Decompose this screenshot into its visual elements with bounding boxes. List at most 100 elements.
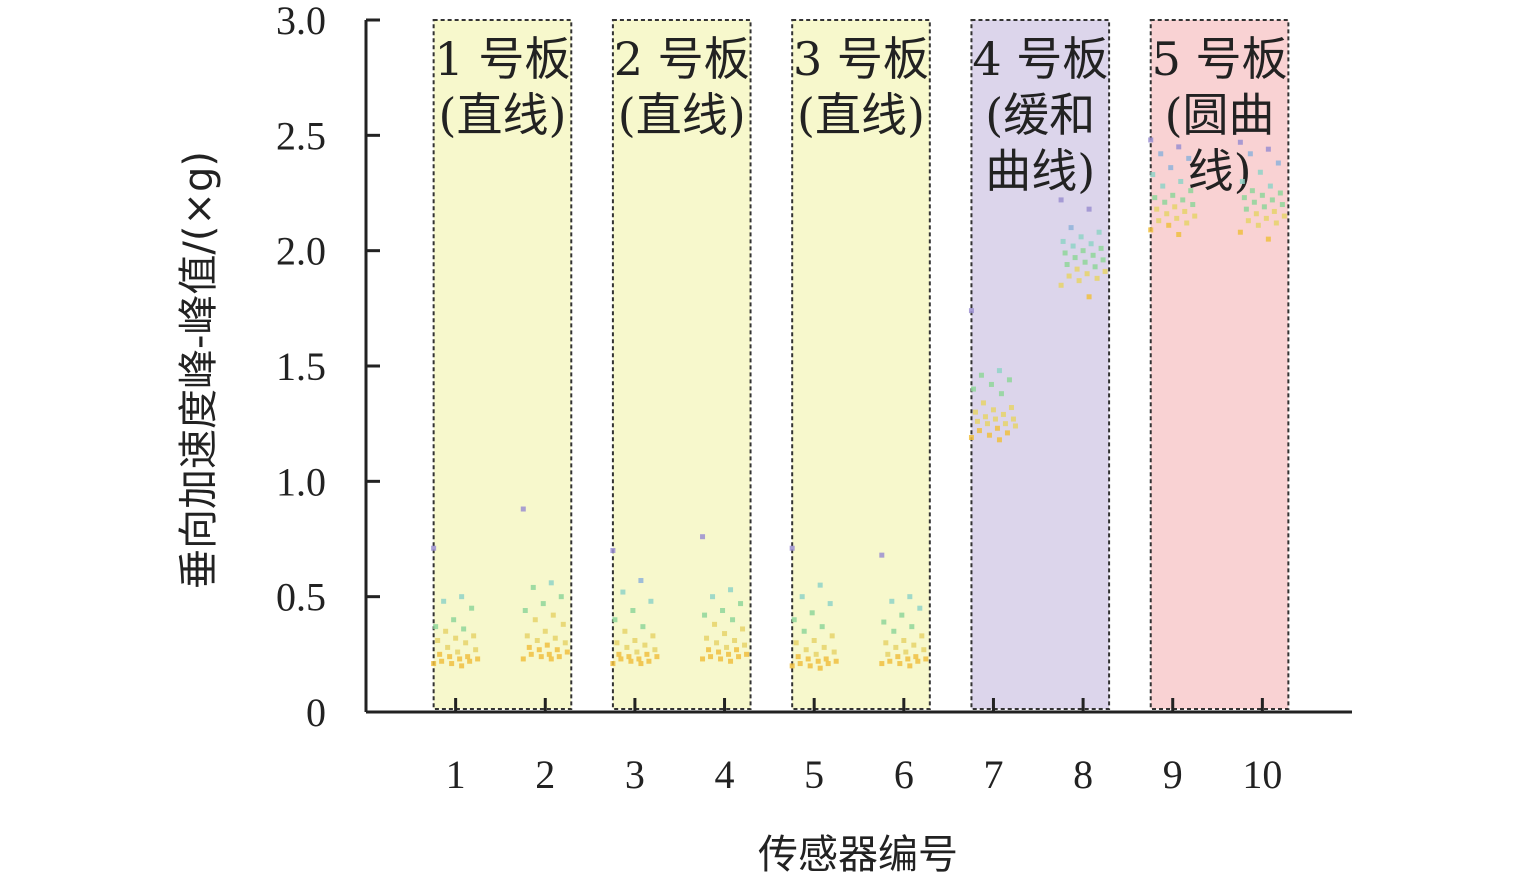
data-point-sensor-3-12	[642, 642, 648, 648]
data-point-sensor-8-17	[1092, 264, 1098, 270]
data-point-sensor-5-25	[817, 665, 823, 671]
data-point-sensor-5-1	[789, 545, 795, 551]
data-point-sensor-7-24	[968, 435, 974, 441]
data-point-sensor-3-14	[652, 647, 658, 653]
data-point-sensor-8-24	[1058, 282, 1064, 288]
data-point-sensor-3-5	[630, 608, 636, 614]
data-point-sensor-9-5	[1168, 165, 1174, 171]
data-point-sensor-3-18	[626, 654, 632, 660]
data-point-sensor-1-5	[451, 617, 457, 623]
data-point-sensor-5-24	[789, 663, 795, 669]
data-point-sensor-3-25	[638, 661, 644, 667]
data-point-sensor-3-23	[628, 658, 634, 664]
data-point-sensor-1-22	[467, 658, 473, 664]
data-point-sensor-5-6	[791, 617, 797, 623]
data-point-sensor-8-22	[1094, 275, 1100, 281]
data-point-sensor-2-9	[560, 621, 566, 627]
axes-layer: 0 0.5 1.0 1.5 2.0 2.5 3.0 1 2 3 4 5 6 7 8 9 10	[276, 0, 1352, 797]
data-point-sensor-5-15	[813, 651, 819, 657]
data-point-sensor-8-1	[1058, 197, 1064, 203]
data-point-sensor-9-15	[1172, 204, 1178, 210]
data-point-sensor-1-7	[461, 626, 467, 632]
data-point-sensor-6-20	[905, 656, 911, 662]
data-point-sensor-4-20	[726, 651, 732, 657]
data-point-sensor-2-12	[552, 635, 558, 641]
region-label-2-line-2: (直线)	[618, 88, 746, 142]
data-point-sensor-4-11	[704, 635, 710, 641]
data-point-sensor-4-6	[702, 612, 708, 618]
data-point-sensor-2-11	[524, 633, 530, 639]
data-point-sensor-10-6	[1239, 178, 1245, 184]
data-point-sensor-5-22	[825, 661, 831, 667]
data-point-sensor-10-22	[1273, 220, 1279, 226]
data-point-sensor-2-1	[520, 506, 526, 512]
data-point-sensor-6-9	[919, 633, 925, 639]
data-point-sensor-7-4	[1006, 377, 1012, 383]
data-point-sensor-2-6	[522, 608, 528, 614]
data-point-sensor-8-7	[1088, 241, 1094, 247]
data-point-sensor-5-12	[821, 644, 827, 650]
y-tick-label-2: 0.5	[276, 575, 326, 620]
region-label-5-line-3: 线)	[1188, 144, 1252, 198]
data-point-sensor-3-7	[640, 624, 646, 630]
x-tick-label-9: 9	[1163, 752, 1183, 797]
data-point-sensor-6-21	[887, 658, 893, 664]
data-point-sensor-6-8	[891, 628, 897, 634]
data-point-sensor-8-10	[1080, 248, 1086, 254]
data-point-sensor-3-11	[614, 640, 620, 646]
region-label-4-line-1: 4 号板	[972, 32, 1108, 86]
data-point-sensor-10-10	[1259, 192, 1265, 198]
data-point-sensor-3-16	[616, 651, 622, 657]
data-point-sensor-8-2	[1086, 206, 1092, 212]
data-point-sensor-6-24	[879, 661, 885, 667]
data-point-sensor-1-17	[465, 654, 471, 660]
data-point-sensor-1-20	[457, 656, 463, 662]
data-point-sensor-2-23	[538, 654, 544, 660]
data-point-sensor-1-15	[455, 649, 461, 655]
region-box-3	[791, 19, 931, 710]
data-point-sensor-10-16	[1243, 206, 1249, 212]
data-point-sensor-5-14	[831, 649, 837, 655]
data-point-sensor-7-5	[988, 381, 994, 387]
data-point-sensor-1-12	[463, 640, 469, 646]
data-point-sensor-8-11	[1062, 250, 1068, 256]
data-point-sensor-9-25	[1176, 232, 1182, 238]
data-point-sensor-2-14	[562, 640, 568, 646]
data-point-sensor-9-22	[1184, 220, 1190, 226]
region-box-1	[432, 19, 573, 710]
data-point-sensor-8-20	[1084, 271, 1090, 277]
data-point-sensor-3-24	[610, 661, 616, 667]
data-point-sensor-1-25	[459, 663, 465, 669]
data-point-sensor-10-18	[1253, 211, 1259, 217]
region-label-4-line-2: (缓和	[985, 88, 1095, 142]
data-point-sensor-7-22	[1004, 430, 1010, 436]
region-label-3-line-2: (直线)	[797, 88, 925, 142]
data-point-sensor-7-10	[990, 407, 996, 413]
data-point-sensor-2-13	[534, 637, 540, 643]
data-point-sensor-5-10	[811, 637, 817, 643]
data-point-sensor-6-18	[895, 654, 901, 660]
data-point-sensor-7-16	[974, 418, 980, 424]
data-point-sensor-3-13	[624, 644, 630, 650]
data-point-sensor-3-6	[612, 617, 618, 623]
data-point-sensor-9-17	[1182, 208, 1188, 214]
data-point-sensor-1-16	[437, 651, 443, 657]
data-point-sensor-2-3	[530, 584, 536, 590]
y-tick-label-3: 1.0	[276, 459, 326, 504]
data-point-sensor-9-1	[1148, 137, 1154, 143]
data-point-sensor-7-15	[992, 416, 998, 422]
x-tick-label-1: 1	[446, 752, 466, 797]
data-point-sensor-3-1	[610, 548, 616, 554]
data-point-sensor-2-24	[520, 656, 526, 662]
x-tick-label-6: 6	[894, 752, 914, 797]
data-point-sensor-2-17	[554, 647, 560, 653]
data-point-sensor-4-16	[706, 647, 712, 653]
data-point-sensor-7-6	[970, 386, 976, 392]
data-point-sensor-8-23	[1076, 278, 1082, 284]
data-point-sensor-2-5	[540, 601, 546, 607]
region-box-4	[970, 19, 1111, 710]
data-point-sensor-3-19	[654, 654, 660, 660]
data-point-sensor-9-21	[1156, 218, 1162, 224]
data-point-sensor-9-8	[1160, 183, 1166, 189]
data-point-sensor-7-21	[976, 428, 982, 434]
